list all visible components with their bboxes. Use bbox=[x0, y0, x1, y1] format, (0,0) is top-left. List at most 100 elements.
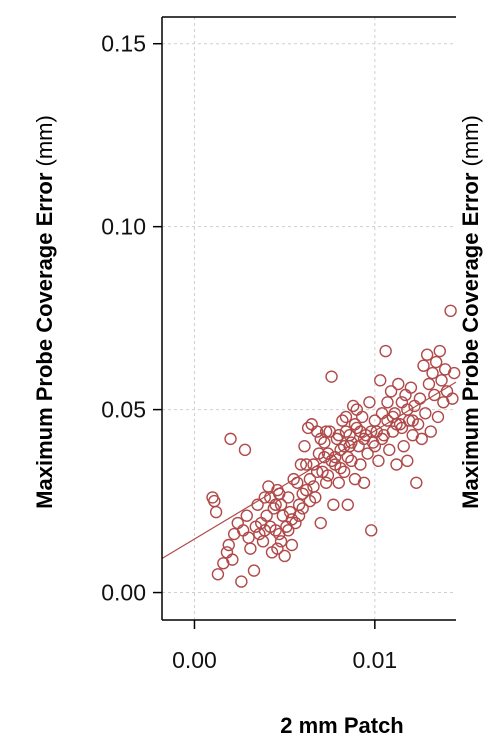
data-point-87 bbox=[374, 374, 387, 387]
data-point-152 bbox=[258, 524, 272, 537]
data-point-162 bbox=[381, 396, 394, 409]
data-point-160 bbox=[368, 439, 382, 453]
x-axis-ticks: 0.00 0.01 bbox=[172, 620, 397, 673]
data-point-66 bbox=[336, 414, 349, 427]
data-point-104 bbox=[404, 381, 418, 394]
data-point-45 bbox=[298, 439, 311, 453]
data-point-52 bbox=[310, 425, 324, 438]
data-point-118 bbox=[429, 355, 443, 369]
data-point-117 bbox=[428, 388, 441, 402]
data-point-126 bbox=[446, 392, 459, 405]
data-point-96 bbox=[390, 458, 403, 471]
data-point-167 bbox=[406, 414, 419, 427]
data-point-76 bbox=[354, 458, 367, 471]
data-point-125 bbox=[444, 304, 457, 318]
data-point-137 bbox=[321, 469, 335, 482]
y-axis-title-main: Maximum Probe Coverage Error bbox=[32, 172, 57, 509]
data-point-54 bbox=[314, 516, 327, 530]
data-point-119 bbox=[431, 410, 445, 424]
data-point-48 bbox=[303, 472, 317, 486]
data-points bbox=[206, 304, 461, 588]
y-axis-title-unit: (mm) bbox=[32, 115, 57, 172]
x-tick-label-0: 0.00 bbox=[172, 647, 217, 673]
data-point-144 bbox=[292, 509, 306, 522]
data-point-157 bbox=[341, 450, 354, 464]
data-point-153 bbox=[300, 458, 313, 471]
data-point-155 bbox=[319, 425, 333, 438]
data-point-40 bbox=[289, 516, 302, 530]
data-point-143 bbox=[296, 502, 309, 515]
fit-line bbox=[161, 381, 457, 560]
x-tick-label-1: 0.01 bbox=[352, 647, 397, 673]
data-point-145 bbox=[285, 513, 299, 526]
data-point-107 bbox=[410, 476, 423, 489]
data-point-161 bbox=[375, 432, 389, 446]
data-point-114 bbox=[422, 377, 436, 391]
data-point-2 bbox=[209, 505, 223, 519]
data-point-23 bbox=[258, 491, 272, 504]
data-point-113 bbox=[420, 348, 434, 361]
data-point-6 bbox=[222, 538, 235, 552]
data-point-43 bbox=[294, 458, 308, 471]
data-point-159 bbox=[365, 425, 378, 438]
data-point-7 bbox=[224, 432, 237, 446]
data-point-11 bbox=[235, 575, 248, 588]
plot-frame bbox=[161, 16, 456, 621]
data-point-116 bbox=[426, 366, 439, 380]
grid-lines bbox=[162, 17, 456, 620]
data-point-136 bbox=[345, 436, 358, 449]
y-axis-title-right-main: Maximum Probe Coverage Error bbox=[458, 172, 483, 509]
regression-line bbox=[161, 381, 457, 560]
y-tick-label-3: 0.15 bbox=[101, 31, 146, 57]
data-point-46 bbox=[300, 483, 313, 497]
data-point-3 bbox=[211, 568, 225, 581]
data-point-8 bbox=[226, 553, 239, 566]
y-tick-label-1: 0.05 bbox=[101, 397, 146, 423]
data-point-158 bbox=[357, 432, 371, 446]
y-axis-title-right: Maximum Probe Coverage Error (mm) bbox=[458, 115, 483, 509]
data-point-120 bbox=[433, 344, 446, 358]
data-point-140 bbox=[310, 465, 324, 479]
y-tick-label-2: 0.10 bbox=[101, 214, 146, 240]
y-axis-title: Maximum Probe Coverage Error (mm) bbox=[32, 115, 57, 509]
data-point-38 bbox=[285, 538, 299, 552]
data-point-92 bbox=[383, 443, 396, 457]
data-point-142 bbox=[303, 494, 317, 508]
data-point-39 bbox=[287, 472, 300, 486]
data-point-110 bbox=[415, 432, 428, 446]
data-point-17 bbox=[247, 564, 261, 577]
data-point-111 bbox=[417, 359, 430, 372]
data-point-121 bbox=[435, 374, 448, 387]
data-point-102 bbox=[401, 454, 414, 468]
data-point-97 bbox=[392, 377, 405, 391]
data-point-147 bbox=[274, 535, 288, 548]
data-point-165 bbox=[395, 421, 409, 435]
data-point-67 bbox=[337, 465, 351, 479]
data-point-93 bbox=[384, 385, 398, 398]
data-point-127 bbox=[447, 366, 461, 380]
data-point-80 bbox=[361, 447, 374, 460]
data-point-24 bbox=[260, 509, 273, 522]
data-point-60 bbox=[325, 370, 338, 383]
data-point-61 bbox=[327, 498, 340, 511]
data-point-90 bbox=[379, 344, 392, 358]
data-point-57 bbox=[319, 476, 333, 489]
data-point-64 bbox=[332, 476, 345, 489]
data-point-16 bbox=[244, 542, 257, 555]
data-point-141 bbox=[307, 480, 320, 493]
y-tick-label-0: 0.00 bbox=[101, 580, 146, 606]
data-point-100 bbox=[397, 439, 410, 453]
data-point-78 bbox=[357, 476, 371, 489]
data-point-13 bbox=[238, 443, 252, 457]
data-point-128 bbox=[339, 410, 353, 424]
data-point-44 bbox=[296, 487, 309, 500]
data-point-68 bbox=[339, 425, 353, 438]
data-point-148 bbox=[271, 542, 284, 555]
data-point-134 bbox=[350, 403, 363, 416]
data-point-166 bbox=[401, 403, 414, 416]
y-axis-title-right-unit: (mm) bbox=[458, 115, 483, 172]
y-axis-ticks: 0.00 0.05 0.10 0.15 bbox=[101, 31, 162, 606]
data-point-112 bbox=[419, 407, 432, 420]
